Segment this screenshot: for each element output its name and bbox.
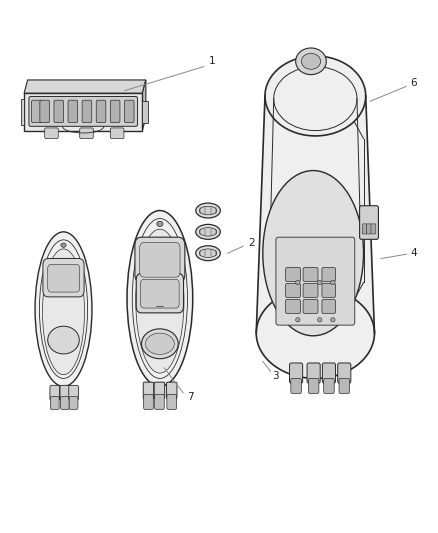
FancyBboxPatch shape [80, 128, 93, 139]
FancyBboxPatch shape [371, 224, 376, 234]
Ellipse shape [157, 221, 163, 227]
Ellipse shape [196, 246, 220, 261]
Ellipse shape [42, 249, 85, 375]
FancyBboxPatch shape [48, 264, 80, 292]
FancyBboxPatch shape [143, 382, 154, 399]
FancyBboxPatch shape [322, 268, 336, 281]
FancyBboxPatch shape [276, 237, 355, 325]
Polygon shape [24, 80, 146, 93]
Ellipse shape [141, 329, 178, 359]
Ellipse shape [199, 249, 217, 257]
Ellipse shape [48, 326, 79, 354]
FancyBboxPatch shape [110, 128, 124, 139]
FancyBboxPatch shape [69, 385, 78, 400]
Ellipse shape [318, 318, 322, 322]
Ellipse shape [263, 171, 364, 336]
FancyBboxPatch shape [322, 300, 336, 313]
Polygon shape [256, 96, 374, 333]
Text: 1: 1 [209, 56, 216, 66]
Ellipse shape [196, 203, 220, 218]
FancyBboxPatch shape [144, 394, 153, 409]
FancyBboxPatch shape [303, 300, 318, 313]
FancyBboxPatch shape [338, 363, 351, 383]
Polygon shape [142, 80, 146, 131]
FancyBboxPatch shape [167, 394, 177, 409]
Text: 4: 4 [410, 248, 417, 258]
FancyBboxPatch shape [141, 279, 179, 308]
Ellipse shape [331, 318, 335, 322]
FancyBboxPatch shape [367, 224, 371, 234]
FancyBboxPatch shape [308, 378, 319, 393]
Polygon shape [142, 101, 148, 123]
FancyBboxPatch shape [286, 284, 300, 297]
FancyBboxPatch shape [54, 100, 64, 123]
Ellipse shape [199, 228, 217, 236]
Ellipse shape [199, 206, 217, 215]
FancyBboxPatch shape [50, 397, 59, 409]
Ellipse shape [35, 232, 92, 386]
FancyBboxPatch shape [291, 378, 301, 393]
Ellipse shape [136, 229, 184, 373]
Ellipse shape [265, 56, 366, 136]
FancyBboxPatch shape [32, 100, 42, 123]
FancyBboxPatch shape [166, 382, 177, 399]
FancyBboxPatch shape [82, 100, 92, 123]
Ellipse shape [318, 280, 322, 285]
FancyBboxPatch shape [140, 243, 180, 277]
Ellipse shape [301, 53, 321, 69]
FancyBboxPatch shape [303, 268, 318, 281]
FancyBboxPatch shape [29, 96, 138, 126]
FancyBboxPatch shape [362, 224, 367, 234]
FancyBboxPatch shape [360, 206, 378, 239]
Ellipse shape [331, 280, 335, 285]
FancyBboxPatch shape [324, 378, 334, 393]
FancyBboxPatch shape [60, 385, 70, 400]
FancyBboxPatch shape [45, 128, 58, 139]
FancyBboxPatch shape [155, 394, 164, 409]
Ellipse shape [61, 243, 66, 247]
FancyBboxPatch shape [135, 237, 185, 282]
FancyBboxPatch shape [303, 284, 318, 297]
FancyBboxPatch shape [286, 268, 300, 281]
FancyBboxPatch shape [68, 100, 78, 123]
FancyBboxPatch shape [124, 100, 134, 123]
FancyBboxPatch shape [60, 397, 69, 409]
FancyBboxPatch shape [322, 284, 336, 297]
Ellipse shape [296, 48, 326, 75]
FancyBboxPatch shape [290, 363, 303, 383]
Ellipse shape [296, 280, 300, 285]
FancyBboxPatch shape [43, 259, 84, 297]
FancyBboxPatch shape [110, 100, 120, 123]
Polygon shape [21, 99, 24, 125]
Ellipse shape [296, 318, 300, 322]
FancyBboxPatch shape [69, 397, 78, 409]
FancyBboxPatch shape [154, 382, 165, 399]
FancyBboxPatch shape [286, 300, 300, 313]
FancyBboxPatch shape [96, 100, 106, 123]
FancyBboxPatch shape [136, 273, 184, 313]
Text: 3: 3 [272, 371, 279, 381]
Ellipse shape [127, 211, 193, 386]
FancyBboxPatch shape [339, 378, 350, 393]
Ellipse shape [256, 288, 374, 378]
Ellipse shape [145, 333, 174, 354]
FancyBboxPatch shape [322, 363, 336, 383]
Ellipse shape [196, 224, 220, 239]
Text: 6: 6 [410, 78, 417, 87]
Polygon shape [24, 93, 142, 131]
FancyBboxPatch shape [40, 100, 49, 123]
Text: 2: 2 [248, 238, 255, 247]
FancyBboxPatch shape [50, 385, 60, 400]
FancyBboxPatch shape [307, 363, 320, 383]
Text: 7: 7 [187, 392, 194, 402]
